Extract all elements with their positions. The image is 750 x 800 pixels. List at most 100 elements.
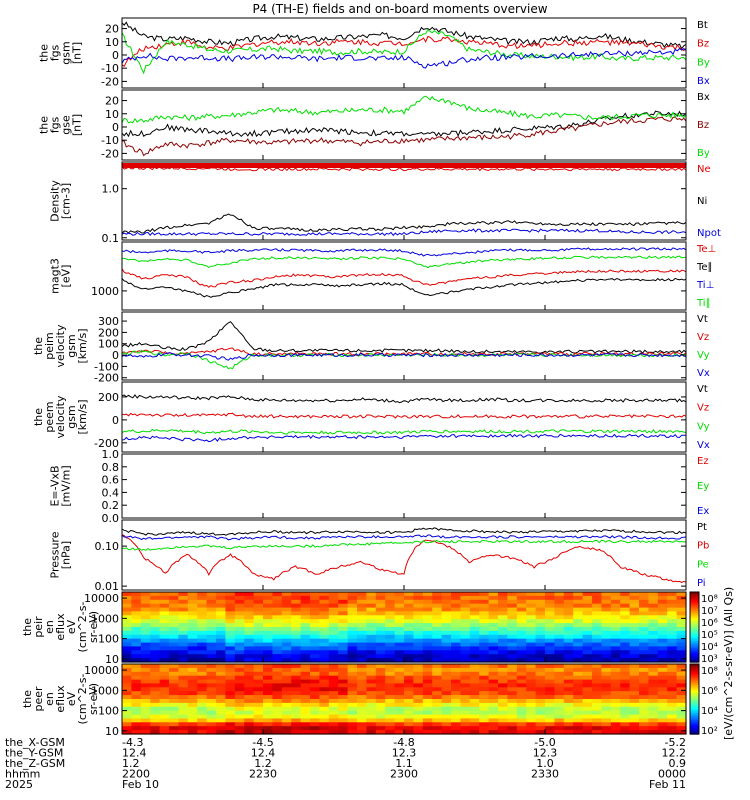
heatmap-cell: [281, 630, 292, 636]
heatmap-cell: [639, 607, 649, 613]
heatmap-cell: [460, 623, 471, 628]
heatmap-cell: [404, 706, 414, 712]
heatmap-cell: [281, 615, 292, 620]
heatmap-cell: [216, 592, 226, 597]
y-axis-label: fgs: [49, 116, 62, 133]
heatmap-cell: [526, 638, 537, 644]
legend-Bz: Bz: [697, 120, 709, 131]
heatmap-cell: [526, 658, 537, 663]
heatmap-cell: [545, 671, 555, 677]
heatmap-cell: [263, 650, 273, 655]
heatmap-cell: [140, 607, 151, 613]
heatmap-cell: [338, 683, 349, 688]
heatmap-cell: [206, 679, 217, 685]
heatmap-cell: [140, 675, 151, 681]
heatmap-cell: [545, 627, 555, 632]
heatmap-cell: [676, 722, 687, 727]
heatmap-cell: [169, 710, 179, 716]
heatmap-cell: [620, 675, 631, 681]
heatmap-cell: [234, 683, 245, 688]
heatmap-cell: [169, 706, 179, 712]
heatmap-cell: [657, 650, 668, 655]
heatmap-cell: [338, 671, 349, 677]
heatmap-cell: [366, 714, 377, 720]
x-tick-label: Feb 11: [649, 778, 686, 791]
heatmap-cell: [216, 667, 226, 673]
heatmap-cell: [498, 611, 508, 616]
heatmap-cell: [263, 706, 273, 712]
heatmap-cell: [676, 627, 687, 632]
heatmap-cell: [319, 667, 330, 673]
y-axis-label: en: [43, 620, 56, 634]
heatmap-cell: [413, 619, 424, 624]
heatmap-cell: [573, 667, 584, 673]
heatmap-cell: [488, 702, 499, 708]
heatmap-cell: [441, 658, 452, 663]
heatmap-cell: [554, 630, 565, 636]
heatmap-cell: [131, 667, 142, 673]
heatmap-cell: [629, 634, 640, 640]
heatmap-cell: [620, 646, 631, 651]
heatmap-cell: [620, 623, 631, 628]
heatmap-cell: [216, 691, 226, 696]
heatmap-cell: [159, 691, 170, 696]
heatmap-cell: [206, 615, 217, 620]
heatmap-cell: [592, 627, 602, 632]
heatmap-cell: [582, 664, 593, 669]
heatmap-cell: [582, 691, 593, 696]
heatmap-cell: [272, 691, 283, 696]
heatmap-cell: [432, 619, 443, 624]
heatmap-cell: [601, 630, 612, 636]
heatmap-cell: [526, 667, 537, 673]
colorbar-cell: [690, 702, 699, 705]
heatmap-cell: [620, 642, 631, 648]
heatmap-cell: [601, 675, 612, 681]
heatmap-cell: [159, 611, 170, 616]
heatmap-cell: [150, 667, 161, 673]
heatmap-cell: [441, 627, 452, 632]
heatmap-cell: [263, 691, 273, 696]
heatmap-cell: [281, 619, 292, 624]
heatmap-cell: [169, 595, 179, 601]
heatmap-cell: [291, 603, 302, 609]
heatmap-cell: [535, 695, 546, 700]
heatmap-cell: [507, 667, 518, 673]
heatmap-cell: [131, 630, 142, 636]
heatmap-cell: [592, 603, 602, 609]
heatmap-cell: [197, 714, 208, 720]
y-tick-label: 10000: [84, 592, 119, 605]
heatmap-cell: [328, 726, 339, 731]
heatmap-cell: [187, 599, 198, 605]
heatmap-cell: [526, 687, 537, 692]
heatmap-cell: [592, 726, 602, 731]
heatmap-cell: [441, 702, 452, 708]
heatmap-cell: [385, 722, 396, 727]
heatmap-cell: [234, 619, 245, 624]
heatmap-cell: [592, 679, 602, 685]
heatmap-cell: [357, 730, 367, 735]
colorbar-cell: [690, 628, 699, 632]
heatmap-cell: [582, 603, 593, 609]
heatmap-cell: [385, 730, 396, 735]
heatmap-cell: [563, 627, 574, 632]
heatmap-cell: [150, 646, 161, 651]
heatmap-cell: [300, 611, 311, 616]
heatmap-cell: [187, 702, 198, 708]
heatmap-cell: [150, 687, 161, 692]
heatmap-cell: [122, 623, 132, 628]
heatmap-cell: [244, 630, 255, 636]
heatmap-cell: [328, 595, 339, 601]
heatmap-cell: [451, 592, 461, 597]
heatmap-cell: [507, 611, 518, 616]
heatmap-cell: [563, 691, 574, 696]
heatmap-cell: [535, 671, 546, 677]
heatmap-cell: [281, 683, 292, 688]
heatmap-cell: [375, 664, 386, 669]
heatmap-cell: [234, 646, 245, 651]
heatmap-cell: [451, 695, 461, 700]
heatmap-cell: [197, 730, 208, 735]
heatmap-cell: [338, 603, 349, 609]
heatmap-cell: [432, 699, 443, 704]
heatmap-cell: [319, 699, 330, 704]
